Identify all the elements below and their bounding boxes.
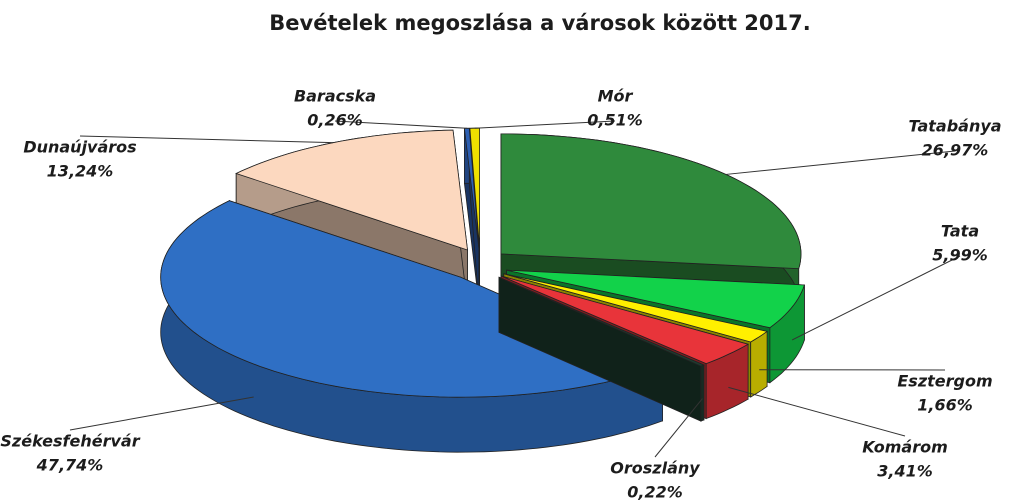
slice	[503, 273, 769, 343]
slice-side	[750, 330, 768, 398]
labels: Tatabánya 26,97% Tata 5,99% Esztergom 1,66% Ko…	[0, 87, 1001, 500]
leader-line	[791, 255, 961, 341]
value-label: 0,51%	[587, 111, 643, 130]
category-label: Esztergom	[897, 372, 992, 391]
leader-line	[334, 120, 467, 129]
slice	[500, 133, 802, 270]
value-label: 5,99%	[932, 246, 988, 265]
slice	[501, 275, 750, 365]
leader-line	[79, 135, 334, 144]
value-label: 0,22%	[627, 483, 683, 500]
value-label: 26,97%	[922, 141, 989, 160]
value-label: 0,26%	[307, 111, 363, 130]
value-label: 3,41%	[877, 462, 933, 481]
leader-line	[728, 386, 906, 437]
slice-side	[700, 364, 705, 422]
value-label: 1,66%	[917, 396, 973, 415]
chart-title: Bevételek megoszlása a városok között 20…	[269, 11, 810, 35]
category-label: Mór	[598, 87, 634, 106]
category-label: Székesfehérvár	[0, 432, 140, 451]
category-label: Dunaújváros	[23, 138, 136, 157]
category-label: Baracska	[294, 87, 376, 106]
category-label: Tatabánya	[908, 117, 1001, 136]
category-label: Tata	[941, 222, 979, 241]
category-label: Oroszlány	[610, 459, 700, 478]
leader-line	[654, 398, 703, 458]
leader-line	[69, 396, 254, 431]
value-label: 47,74%	[36, 456, 104, 475]
leader-line	[725, 150, 956, 175]
slice	[498, 276, 706, 367]
leader-line	[474, 120, 616, 129]
value-label: 13,24%	[47, 162, 114, 181]
slice	[469, 127, 481, 249]
slice	[506, 269, 805, 329]
pie	[160, 127, 805, 453]
category-label: Komárom	[862, 438, 948, 457]
